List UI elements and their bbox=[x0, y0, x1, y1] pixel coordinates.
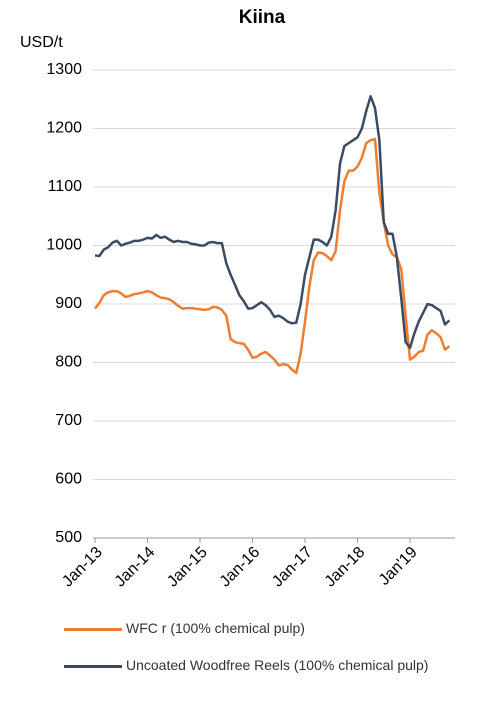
legend-item: Uncoated Woodfree Reels (100% chemical p… bbox=[64, 657, 484, 673]
y-tick-label: 800 bbox=[55, 354, 82, 371]
y-tick-label: 1200 bbox=[46, 120, 82, 137]
x-tick-label: Jan-14 bbox=[112, 544, 159, 591]
legend-item: WFC r (100% chemical pulp) bbox=[64, 620, 484, 636]
line-series bbox=[93, 137, 451, 375]
chart: Kiina USD/t 500 600 700 800 900 1000 1100 1200 1… bbox=[20, 7, 455, 591]
x-tick-label: Jan-16 bbox=[217, 544, 264, 591]
y-tick-label: 600 bbox=[55, 471, 82, 488]
y-tick-label: 1100 bbox=[48, 178, 83, 195]
y-tick-label: 900 bbox=[55, 295, 82, 312]
y-tick-label: 500 bbox=[55, 529, 82, 546]
legend-label: Uncoated Woodfree Reels (100% chemical p… bbox=[126, 657, 429, 673]
x-tick-label: Jan-18 bbox=[322, 544, 369, 591]
line-series bbox=[94, 95, 451, 350]
x-tick-label: Jan-13 bbox=[59, 544, 106, 591]
x-tick-label: Jan'19 bbox=[376, 544, 421, 589]
x-tick-label: Jan-17 bbox=[269, 544, 316, 591]
y-axis-label: USD/t bbox=[20, 34, 63, 51]
legend-swatch bbox=[64, 665, 122, 668]
legend-label: WFC r (100% chemical pulp) bbox=[126, 620, 305, 636]
y-tick-label: 1000 bbox=[46, 237, 82, 254]
legend-swatch bbox=[64, 628, 122, 631]
y-tick-label: 1300 bbox=[46, 61, 82, 78]
chart-title: Kiina bbox=[239, 7, 286, 28]
x-tick-label: Jan-15 bbox=[164, 544, 211, 591]
y-tick-label: 700 bbox=[55, 412, 82, 429]
